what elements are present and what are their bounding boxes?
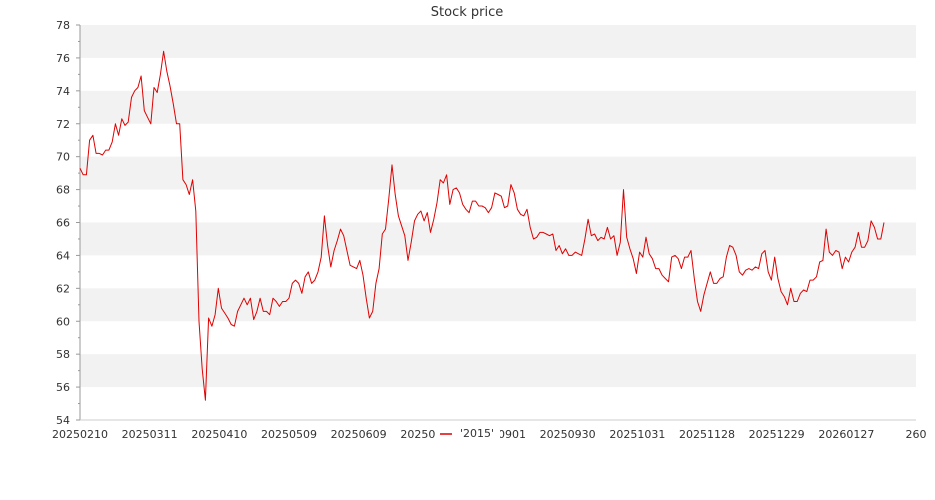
- series-line: [79, 50, 885, 401]
- grid-bands: [80, 25, 916, 388]
- y-tick-label: 56: [56, 381, 70, 394]
- grid-band: [80, 354, 916, 388]
- x-tick-label: 20250210: [52, 428, 108, 441]
- chart-title: Stock price: [431, 5, 503, 20]
- x-tick-label: 20251128: [679, 428, 735, 441]
- legend: '2015': [436, 425, 500, 441]
- y-tick-label: 74: [56, 85, 70, 98]
- y-tick-label: 58: [56, 348, 70, 361]
- x-tick-label: 260: [906, 428, 927, 441]
- x-tick-label: 20251229: [749, 428, 805, 441]
- y-tick-label: 64: [56, 249, 70, 262]
- y-tick-label: 68: [56, 184, 70, 197]
- x-tick-label: 20251031: [609, 428, 665, 441]
- x-tick-label: 20250509: [261, 428, 317, 441]
- x-tick-label: 20260127: [818, 428, 874, 441]
- y-tick-label: 72: [56, 118, 70, 131]
- y-tick-label: 66: [56, 217, 70, 230]
- x-tick-label: 20250609: [331, 428, 387, 441]
- y-tick-label: 62: [56, 282, 70, 295]
- x-tick-label: 20250410: [191, 428, 247, 441]
- series-layer: [79, 50, 885, 401]
- grid-band: [80, 288, 916, 322]
- y-tick-label: 60: [56, 315, 70, 328]
- grid-band: [80, 156, 916, 190]
- y-tick-label: 78: [56, 19, 70, 32]
- grid-band: [80, 25, 916, 58]
- grid-band: [80, 90, 916, 124]
- y-tick-label: 54: [56, 414, 70, 427]
- y-tick-label: 76: [56, 52, 70, 65]
- legend-label: '2015': [460, 427, 494, 440]
- x-tick-label: 20250930: [540, 428, 596, 441]
- y-tick-label: 70: [56, 151, 70, 164]
- x-tick-label: 20250311: [122, 428, 178, 441]
- legend-background: [436, 425, 500, 441]
- grid-band: [80, 222, 916, 256]
- x-axis-ticks: 20250210 20250311 20250410 20250509 20250609…: [52, 428, 927, 441]
- y-axis-ticks: 54 56 58 60 62 64 66 68 70 72 74 76 78: [56, 19, 80, 427]
